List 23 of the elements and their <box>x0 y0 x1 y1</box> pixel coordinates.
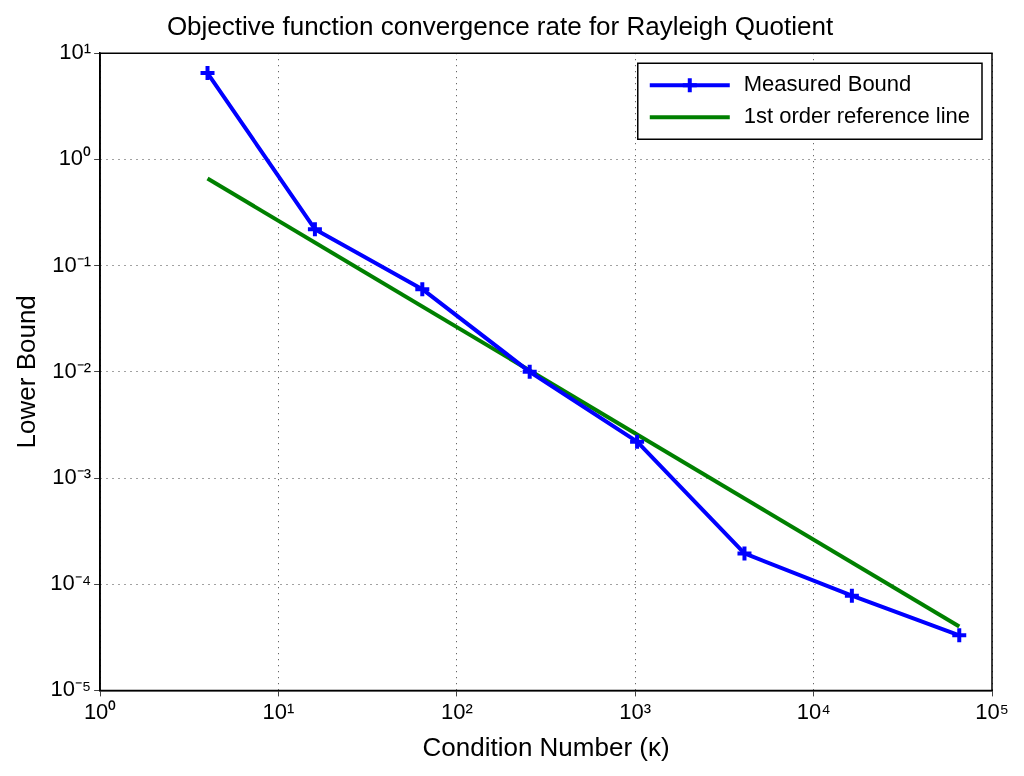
chart-title: Objective function convergence rate for Rayleigh Quotient <box>166 10 834 41</box>
y-tick-label: 10¹ <box>59 39 92 65</box>
point <box>413 280 432 299</box>
point <box>842 586 861 605</box>
x-tick-label: 10¹ <box>262 698 295 724</box>
y-tick-label: 10⁻³ <box>52 464 92 490</box>
y-axis-title: Lower Bound <box>10 295 41 449</box>
legend-label: 1st order reference line <box>743 103 970 129</box>
legend-label: Measured Bound <box>743 71 912 97</box>
x-axis-title: Condition Number (κ) <box>422 731 670 762</box>
point <box>628 432 647 451</box>
x-tick-label: 10⁵ <box>975 698 1009 724</box>
point <box>305 220 324 239</box>
y-tick-label: 10⁻⁴ <box>50 570 92 596</box>
y-tick-label: 10⁰ <box>58 145 92 171</box>
point <box>520 362 539 381</box>
x-tick-label: 10⁴ <box>796 698 831 724</box>
x-tick-label: 10² <box>440 698 473 724</box>
y-tick-label: 10⁻² <box>52 357 92 383</box>
x-tick-label: 10³ <box>619 698 652 724</box>
point <box>735 544 754 563</box>
point <box>950 626 969 645</box>
y-tick-label: 10⁻¹ <box>52 251 92 277</box>
